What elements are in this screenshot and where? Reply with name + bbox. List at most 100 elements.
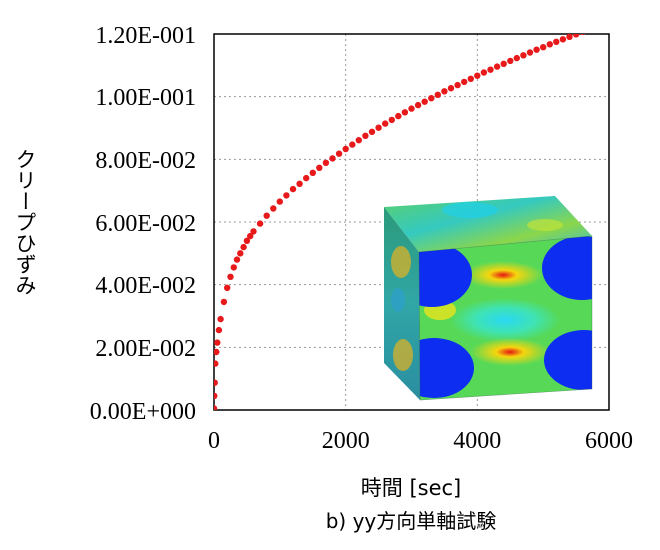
data-point [540, 44, 547, 51]
data-point [375, 124, 382, 131]
data-point [250, 228, 257, 235]
cube-blue-region [544, 330, 592, 390]
data-point [421, 98, 428, 105]
cube-left-hotspot [391, 246, 411, 278]
cube-front-face [418, 235, 593, 401]
plot-frame [213, 33, 610, 411]
data-point [388, 116, 395, 124]
data-point [227, 273, 234, 280]
data-point [233, 256, 241, 263]
data-point [480, 69, 488, 76]
data-point [247, 232, 254, 240]
data-point [335, 150, 343, 157]
data-point [520, 52, 527, 59]
data-point [533, 46, 540, 53]
data-point [461, 78, 468, 86]
inset-contour-cube [384, 196, 593, 401]
data-point [382, 120, 389, 127]
x-axis-title: 時間 [sec] [361, 476, 461, 500]
y-tick-label: 1.20E-001 [95, 23, 196, 49]
data-point [580, 34, 586, 35]
cube-blue-region [419, 338, 474, 398]
x-tick-label: 6000 [585, 428, 633, 454]
data-point [414, 101, 422, 109]
data-point [408, 105, 415, 112]
y-tick-label: 1.00E-001 [95, 85, 196, 111]
x-tick-label: 0 [208, 428, 220, 454]
data-point [513, 54, 520, 62]
y-tick-label: 2.00E-002 [95, 336, 196, 362]
data-point [487, 66, 494, 73]
data-point [322, 159, 330, 166]
y-axis-title: クリープひずみ [13, 149, 37, 296]
data-point [493, 63, 501, 70]
cube-blue-region [542, 236, 592, 300]
grid [214, 34, 609, 410]
data-point [434, 91, 441, 99]
cube-top-face [384, 196, 592, 252]
y-tick-label: 4.00E-002 [95, 273, 196, 299]
data-point [441, 88, 448, 95]
cube-left-hotspot [393, 339, 413, 371]
data-point [214, 405, 218, 410]
cube-blue-region [419, 243, 472, 307]
data-point [256, 220, 264, 227]
data-point [296, 180, 303, 187]
y-tick-label: 8.00E-002 [95, 148, 196, 174]
data-point [454, 81, 461, 89]
data-point [237, 250, 244, 257]
data-point [500, 60, 507, 67]
data-point [329, 155, 336, 162]
data-point [214, 348, 220, 356]
data-point [276, 198, 283, 205]
cube-left-hotspot [391, 288, 405, 312]
data-point [507, 57, 514, 65]
data-point [395, 112, 402, 120]
data-point [309, 169, 316, 176]
data-point [467, 75, 474, 83]
cube-top-highlight [527, 219, 563, 231]
data-point [447, 85, 455, 92]
data-point [566, 34, 573, 40]
data-series [214, 19, 612, 410]
data-point [349, 141, 356, 148]
data-point [243, 237, 251, 244]
data-point [214, 379, 218, 386]
data-point [316, 164, 323, 171]
data-point [220, 298, 228, 306]
y-tick-labels: 0.00E+000 2.00E-002 4.00E-002 6.00E-002 … [90, 23, 196, 425]
x-tick-labels: 0 2000 4000 6000 [208, 428, 633, 454]
data-point [546, 41, 553, 48]
x-tick-label: 2000 [322, 428, 370, 454]
data-point [217, 315, 224, 323]
data-point [599, 21, 605, 27]
figure-caption: b) yy方向単軸試験 [326, 509, 497, 533]
cube-top-highlight [442, 202, 498, 218]
data-point [474, 72, 481, 79]
data-point [342, 145, 349, 153]
data-point [303, 174, 310, 182]
y-tick-label: 6.00E-002 [95, 211, 196, 237]
data-point [240, 243, 247, 251]
data-point [559, 36, 567, 43]
data-point [553, 38, 560, 45]
data-point [214, 392, 218, 400]
data-point [215, 326, 223, 334]
data-point [368, 128, 376, 135]
data-point [428, 95, 435, 102]
data-point [355, 137, 362, 144]
data-point [526, 49, 534, 56]
y-tick-label: 0.00E+000 [90, 399, 196, 425]
data-point [362, 132, 369, 139]
data-point [401, 109, 409, 116]
data-point [283, 192, 290, 199]
data-point [572, 34, 580, 38]
data-point [289, 185, 297, 193]
data-point [230, 264, 237, 271]
data-point [214, 360, 219, 367]
data-point [586, 26, 592, 32]
data-point [214, 339, 221, 346]
data-point [606, 19, 612, 25]
x-tick-label: 4000 [453, 428, 501, 454]
